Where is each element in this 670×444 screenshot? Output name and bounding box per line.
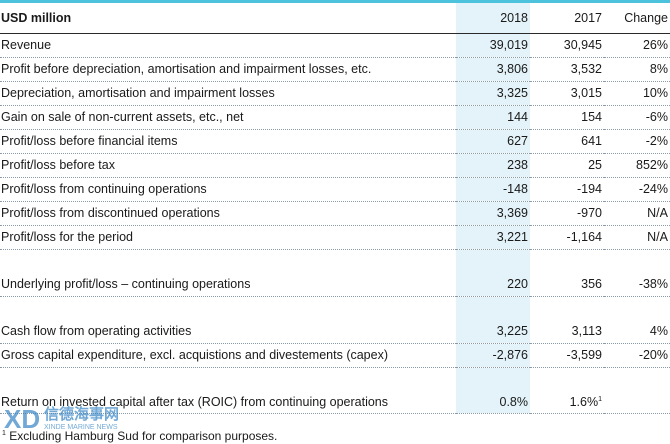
- value-change: [604, 391, 670, 414]
- table-row: Depreciation, amortisation and impairmen…: [0, 81, 670, 106]
- value-2017: 1.6%: [569, 395, 599, 409]
- row-label: Profit/loss for the period: [0, 225, 456, 250]
- header-change: Change: [604, 1, 670, 34]
- table-row: Profit/loss from discontinued operations…: [0, 201, 670, 226]
- value-2018: 627: [456, 129, 530, 154]
- row-label: Gross capital expenditure, excl. acquist…: [0, 343, 456, 368]
- value-2017: -194: [530, 177, 604, 202]
- row-label: Underlying profit/loss – continuing oper…: [0, 273, 456, 297]
- value-change: 8%: [604, 57, 670, 82]
- value-2018: 3,325: [456, 81, 530, 106]
- spacer-cell: [530, 368, 604, 392]
- spacer-cell: [456, 249, 530, 273]
- spacer-cell: [604, 250, 670, 274]
- financial-table: USD million 2018 2017 Change Revenue 39,…: [0, 0, 670, 414]
- spacer-row: [0, 296, 670, 321]
- value-2018: 238: [456, 153, 530, 178]
- value-change: -38%: [604, 273, 670, 297]
- spacer-cell: [0, 250, 456, 274]
- value-2017: 3,113: [530, 320, 604, 344]
- value-change: 4%: [604, 320, 670, 344]
- table-row: Revenue 39,019 30,945 26%: [0, 33, 670, 58]
- header-label: USD million: [0, 1, 456, 34]
- value-2018: 39,019: [456, 33, 530, 58]
- value-2018: 3,806: [456, 57, 530, 82]
- value-2017: -970: [530, 201, 604, 226]
- table-row: Profit before depreciation, amortisation…: [0, 57, 670, 82]
- value-change: -2%: [604, 129, 670, 154]
- spacer-cell: [0, 297, 456, 321]
- footnote-marker: 1: [2, 430, 6, 437]
- value-change: -6%: [604, 105, 670, 130]
- value-2017: -3,599: [530, 343, 604, 368]
- spacer-cell: [456, 367, 530, 391]
- table-row: Gross capital expenditure, excl. acquist…: [0, 343, 670, 368]
- row-label: Cash flow from operating activities: [0, 320, 456, 344]
- value-change: -24%: [604, 177, 670, 202]
- footnote-text: Excluding Hamburg Sud for comparison pur…: [5, 429, 278, 443]
- table-row: Return on invested capital after tax (RO…: [0, 391, 670, 414]
- spacer-cell: [456, 296, 530, 320]
- spacer-row: [0, 367, 670, 392]
- value-change: N/A: [604, 225, 670, 250]
- header-2017: 2017: [530, 1, 604, 34]
- spacer-cell: [530, 250, 604, 274]
- value-change: 10%: [604, 81, 670, 106]
- spacer-cell: [0, 368, 456, 392]
- value-2017: 356: [530, 273, 604, 297]
- table-row: Gain on sale of non-current assets, etc.…: [0, 105, 670, 130]
- value-2017: 641: [530, 129, 604, 154]
- value-2017-cell: 1.6%1: [530, 391, 604, 414]
- table-header-row: USD million 2018 2017 Change: [0, 1, 670, 34]
- value-2018: 3,221: [456, 225, 530, 250]
- row-label: Profit/loss before financial items: [0, 129, 456, 154]
- footnote: 1 Excluding Hamburg Sud for comparison p…: [2, 426, 277, 444]
- value-2018: -2,876: [456, 343, 530, 368]
- row-label: Return on invested capital after tax (RO…: [0, 391, 456, 414]
- row-label: Profit before depreciation, amortisation…: [0, 57, 456, 82]
- row-label: Profit/loss from continuing operations: [0, 177, 456, 202]
- value-2018: 220: [456, 273, 530, 297]
- value-change: 26%: [604, 33, 670, 58]
- value-2017: 30,945: [530, 33, 604, 58]
- table-row: Profit/loss for the period 3,221 -1,164 …: [0, 225, 670, 250]
- row-label: Profit/loss from discontinued operations: [0, 201, 456, 226]
- table-row: Profit/loss from continuing operations -…: [0, 177, 670, 202]
- table-row: Underlying profit/loss – continuing oper…: [0, 273, 670, 297]
- value-change: N/A: [604, 201, 670, 226]
- value-2017: 3,015: [530, 81, 604, 106]
- value-2018: -148: [456, 177, 530, 202]
- spacer-cell: [530, 297, 604, 321]
- row-label: Revenue: [0, 33, 456, 58]
- value-2017: 3,532: [530, 57, 604, 82]
- table-row: Profit/loss before tax 238 25 852%: [0, 153, 670, 178]
- row-label: Profit/loss before tax: [0, 153, 456, 178]
- spacer-cell: [604, 368, 670, 392]
- value-2018: 144: [456, 105, 530, 130]
- value-2017: -1,164: [530, 225, 604, 250]
- footnote-marker: 1: [598, 396, 602, 403]
- value-change: 852%: [604, 153, 670, 178]
- value-2017: 25: [530, 153, 604, 178]
- header-2018: 2018: [456, 1, 530, 34]
- value-2017: 154: [530, 105, 604, 130]
- row-label: Depreciation, amortisation and impairmen…: [0, 81, 456, 106]
- spacer-cell: [604, 297, 670, 321]
- table-row: Cash flow from operating activities 3,22…: [0, 320, 670, 344]
- table-row: Profit/loss before financial items 627 6…: [0, 129, 670, 154]
- value-change: -20%: [604, 343, 670, 368]
- value-2018: 3,369: [456, 201, 530, 226]
- value-2018: 0.8%: [456, 391, 530, 414]
- value-2018: 3,225: [456, 320, 530, 344]
- row-label: Gain on sale of non-current assets, etc.…: [0, 105, 456, 130]
- spacer-row: [0, 249, 670, 274]
